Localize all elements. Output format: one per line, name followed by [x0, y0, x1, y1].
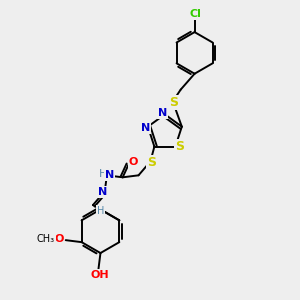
- Text: O: O: [129, 158, 138, 167]
- Text: OH: OH: [90, 270, 109, 280]
- Text: S: S: [147, 156, 156, 169]
- Text: CH₃: CH₃: [37, 234, 55, 244]
- Text: S: S: [169, 96, 178, 109]
- Text: N: N: [98, 187, 107, 197]
- Text: H: H: [99, 169, 107, 179]
- Text: Cl: Cl: [190, 9, 202, 19]
- Text: N: N: [141, 123, 151, 133]
- Text: N: N: [105, 170, 114, 180]
- Text: S: S: [175, 140, 184, 153]
- Text: O: O: [54, 234, 64, 244]
- Text: N: N: [158, 108, 167, 118]
- Text: H: H: [97, 206, 105, 216]
